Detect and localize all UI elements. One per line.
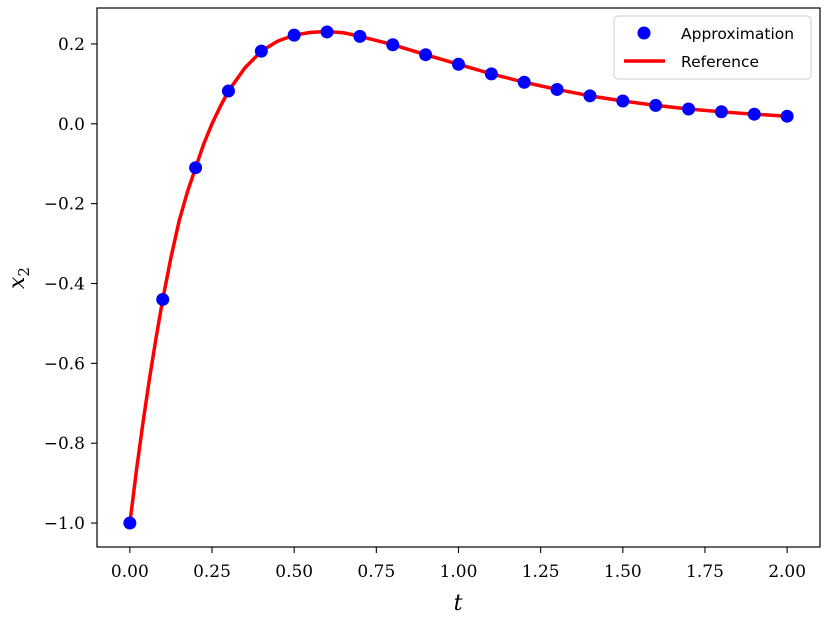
x-tick-label: 1.00 — [440, 562, 478, 582]
approximation-point — [419, 48, 433, 62]
x-tick-label: 0.00 — [111, 562, 149, 582]
x-tick-label: 0.75 — [357, 562, 395, 582]
y-axis-label: x2 — [5, 267, 33, 289]
legend-approximation-label: Approximation — [681, 25, 794, 43]
approximation-point — [386, 38, 400, 52]
y-tick-label: −1.0 — [44, 514, 85, 534]
x-tick-label: 1.75 — [686, 562, 724, 582]
x-tick-label: 2.00 — [768, 562, 806, 582]
approximation-point — [583, 89, 597, 103]
y-tick-label: −0.8 — [44, 434, 85, 454]
legend-approximation-marker — [637, 26, 651, 40]
legend-box — [613, 15, 812, 80]
x-tick-label: 1.50 — [604, 562, 642, 582]
approximation-point — [353, 29, 367, 43]
approximation-point — [123, 516, 137, 530]
approximation-point — [189, 161, 203, 175]
approximation-point — [320, 25, 334, 39]
x-axis-label: t — [454, 591, 463, 616]
approximation-point — [616, 94, 630, 108]
approximation-point — [484, 67, 498, 81]
legend-reference-label: Reference — [681, 53, 759, 71]
y-tick-label: 0.2 — [58, 35, 85, 55]
approximation-point — [780, 109, 794, 123]
y-tick-label: 0.0 — [58, 115, 85, 135]
x-tick-label: 0.50 — [275, 562, 313, 582]
approximation-point — [714, 105, 728, 119]
approximation-point — [747, 107, 761, 121]
x-axis-ticks: 0.00 0.25 0.50 0.75 1.00 1.25 1.50 1.75 2.00 — [111, 547, 806, 582]
x-tick-label: 1.25 — [522, 562, 560, 582]
x-tick-label: 0.25 — [193, 562, 231, 582]
y-axis-ticks: −1.0 −0.8 −0.6 −0.4 −0.2 0.0 0.2 — [44, 35, 97, 534]
y-tick-label: −0.2 — [44, 195, 85, 215]
approximation-point — [550, 82, 564, 96]
approximation-point — [682, 102, 696, 116]
approximation-point — [649, 98, 663, 112]
approximation-point — [287, 28, 301, 42]
approximation-point — [156, 292, 170, 306]
y-tick-label: −0.6 — [44, 354, 85, 374]
approximation-point — [221, 84, 235, 98]
approximation-series — [123, 25, 794, 530]
approximation-point — [452, 57, 465, 71]
approximation-point — [517, 75, 531, 89]
legend: Approximation Reference — [613, 15, 812, 80]
approximation-point — [254, 44, 268, 58]
y-tick-label: −0.4 — [44, 274, 85, 294]
